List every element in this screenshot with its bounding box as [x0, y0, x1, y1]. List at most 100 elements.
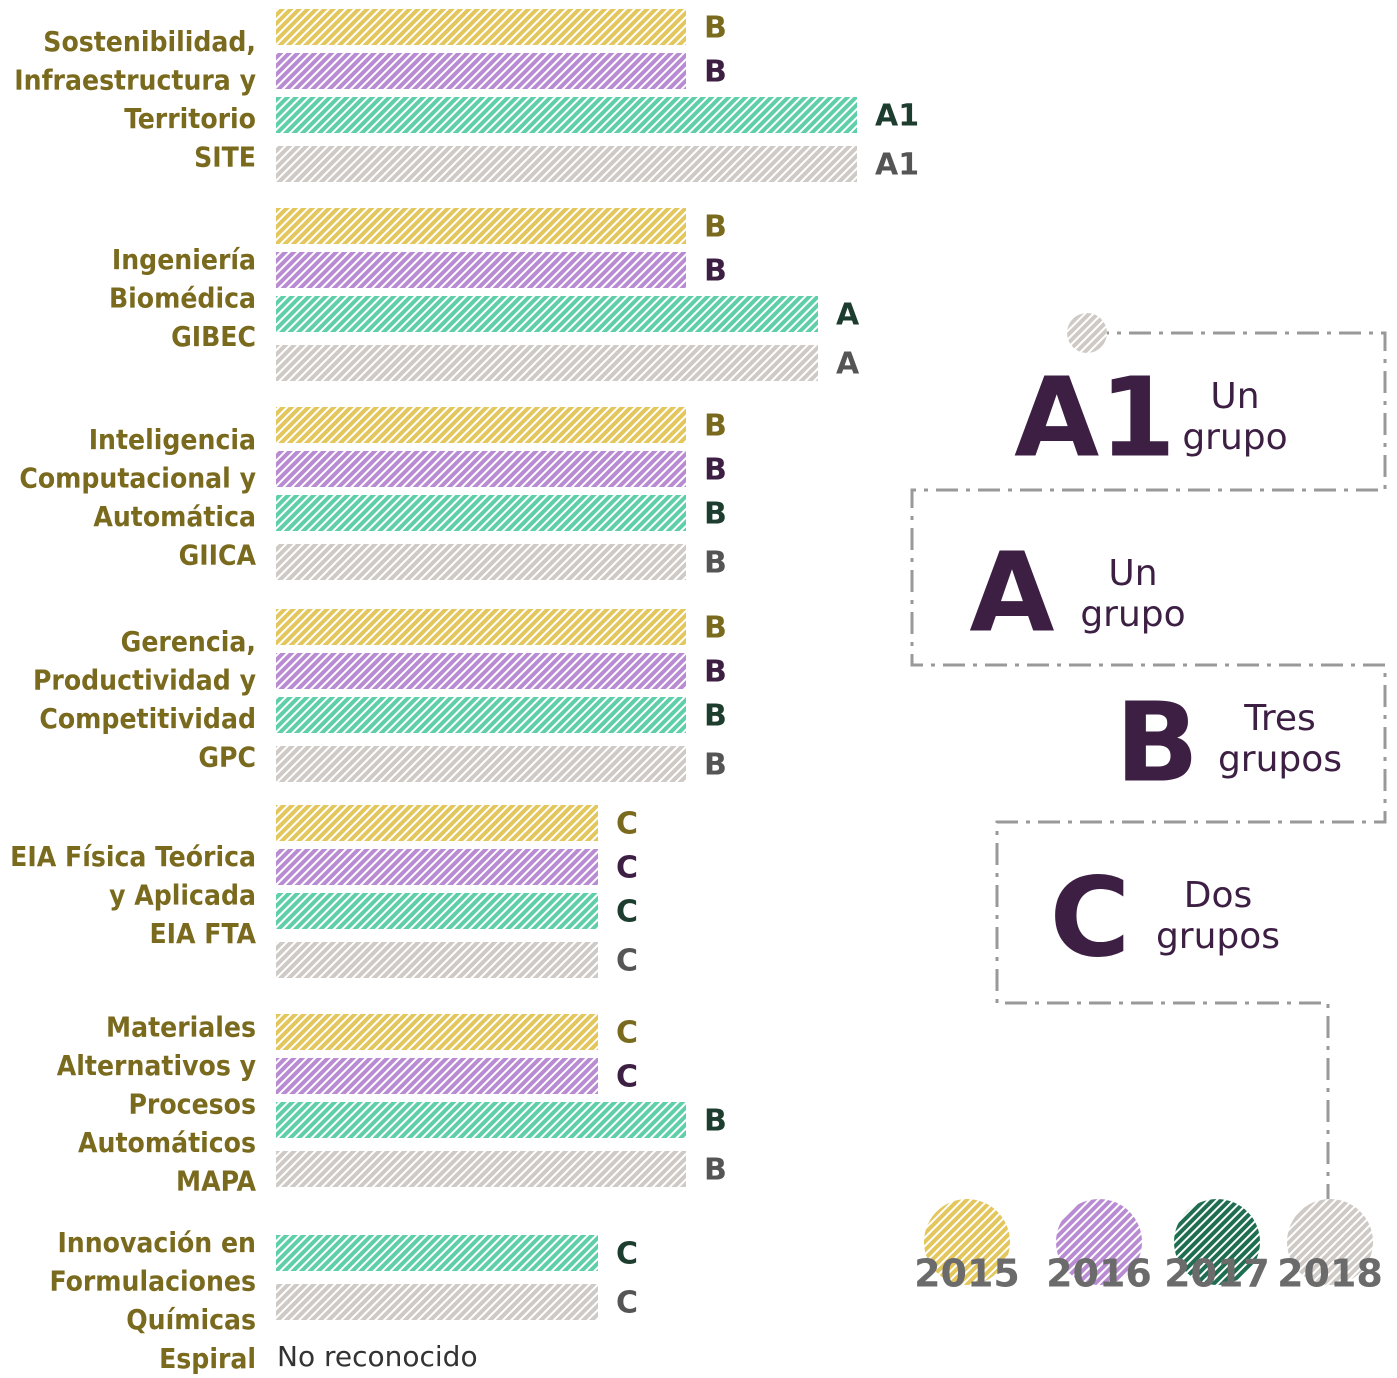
- year-dot: [1056, 1199, 1142, 1285]
- year-dot: [1174, 1199, 1260, 1285]
- group-label: GIICA: [179, 538, 257, 571]
- group-label: Biomédica: [109, 282, 256, 315]
- year-label: 2015: [914, 1252, 1020, 1296]
- group-label: Territorio: [124, 102, 256, 135]
- grade-label: B: [704, 11, 727, 46]
- group-label: Gerencia,: [121, 625, 256, 658]
- bar: [276, 746, 686, 782]
- grade-label: B: [704, 1153, 727, 1188]
- bar: [276, 609, 686, 645]
- grade-label: C: [616, 1060, 638, 1095]
- connector-dot: [1067, 313, 1107, 353]
- grade-label: B: [704, 55, 727, 90]
- bar: [276, 296, 818, 332]
- level-desc: grupos: [1156, 916, 1280, 957]
- bar: [276, 805, 598, 841]
- bar: [276, 451, 686, 487]
- grade-label: B: [704, 611, 727, 646]
- bar: [276, 697, 686, 733]
- grade-label: C: [616, 851, 638, 886]
- level-grade: C: [1050, 853, 1131, 981]
- year-dot: [924, 1199, 1010, 1285]
- grade-label: A: [836, 347, 860, 382]
- group-label: Espiral: [159, 1342, 256, 1375]
- level-grade: B: [1115, 678, 1199, 806]
- level-desc: grupo: [1182, 417, 1287, 458]
- bar: [276, 1102, 686, 1138]
- grade-label: B: [704, 210, 727, 245]
- level-desc: Dos: [1184, 875, 1253, 916]
- group-label: Sostenibilidad,: [43, 25, 256, 58]
- group-label: Químicas: [126, 1303, 256, 1336]
- grade-label: B: [704, 699, 727, 734]
- bar: [276, 9, 686, 45]
- grade-label: B: [704, 497, 727, 532]
- year-label: 2016: [1046, 1252, 1152, 1296]
- bar: [276, 893, 598, 929]
- bar: [276, 252, 686, 288]
- group-label: Automáticos: [78, 1126, 256, 1159]
- level-grade: A: [969, 528, 1054, 656]
- group-label: Competitividad: [39, 702, 256, 735]
- group-label: Ingeniería: [112, 243, 256, 276]
- bar: [276, 544, 686, 580]
- grade-label: B: [704, 748, 727, 783]
- bar: [276, 1014, 598, 1050]
- bar: [276, 407, 686, 443]
- grade-label: C: [616, 1286, 638, 1321]
- bar: [276, 97, 857, 133]
- group-label: y Aplicada: [109, 879, 256, 912]
- year-label: 2018: [1277, 1252, 1383, 1296]
- grade-label: C: [616, 1016, 638, 1051]
- grade-label: B: [704, 546, 727, 581]
- bar: [276, 208, 686, 244]
- group-label: Innovación en: [57, 1226, 256, 1259]
- level-desc: Tres: [1243, 698, 1316, 739]
- group-label: Infraestructura y: [14, 63, 256, 96]
- legend-connector: [910, 331, 1387, 1200]
- group-label: Procesos: [128, 1088, 256, 1121]
- group-label: EIA Física Teórica: [10, 840, 256, 873]
- grade-label: A: [836, 298, 860, 333]
- grade-label: A1: [875, 148, 919, 183]
- bar: [276, 653, 686, 689]
- group-label: Materiales: [106, 1011, 256, 1044]
- level-desc: grupo: [1080, 594, 1185, 635]
- note: No reconocido: [277, 1340, 478, 1373]
- group-label: Formulaciones: [49, 1265, 256, 1298]
- bar: [276, 849, 598, 885]
- grade-label: C: [616, 895, 638, 930]
- bar: [276, 942, 598, 978]
- grade-label: B: [704, 655, 727, 690]
- group-label: MAPA: [176, 1165, 256, 1198]
- grade-label: C: [616, 944, 638, 979]
- group-label: EIA FTA: [149, 917, 256, 950]
- group-label: Computacional y: [19, 461, 256, 494]
- year-label: 2017: [1164, 1252, 1270, 1296]
- group-label: Inteligencia: [89, 423, 256, 456]
- bar: [276, 1058, 598, 1094]
- level-desc: grupos: [1218, 739, 1342, 780]
- group-label: GPC: [198, 740, 256, 773]
- bar: [276, 53, 686, 89]
- group-label: Automática: [93, 500, 256, 533]
- bar: [276, 146, 857, 182]
- group-label: Alternativos y: [57, 1049, 256, 1082]
- level-desc: Un: [1108, 553, 1157, 594]
- bar: [276, 1235, 598, 1271]
- bar: [276, 495, 686, 531]
- bar: [276, 1151, 686, 1187]
- year-dot: [1287, 1199, 1373, 1285]
- bar: [276, 345, 818, 381]
- grade-label: B: [704, 254, 727, 289]
- level-grade: A1: [1014, 353, 1176, 481]
- group-label: GIBEC: [171, 320, 256, 353]
- group-label: SITE: [194, 140, 256, 173]
- bar: [276, 1284, 598, 1320]
- grade-label: C: [616, 807, 638, 842]
- grade-label: C: [616, 1237, 638, 1272]
- grade-label: A1: [875, 99, 919, 134]
- grade-label: B: [704, 1104, 727, 1139]
- level-desc: Un: [1210, 376, 1259, 417]
